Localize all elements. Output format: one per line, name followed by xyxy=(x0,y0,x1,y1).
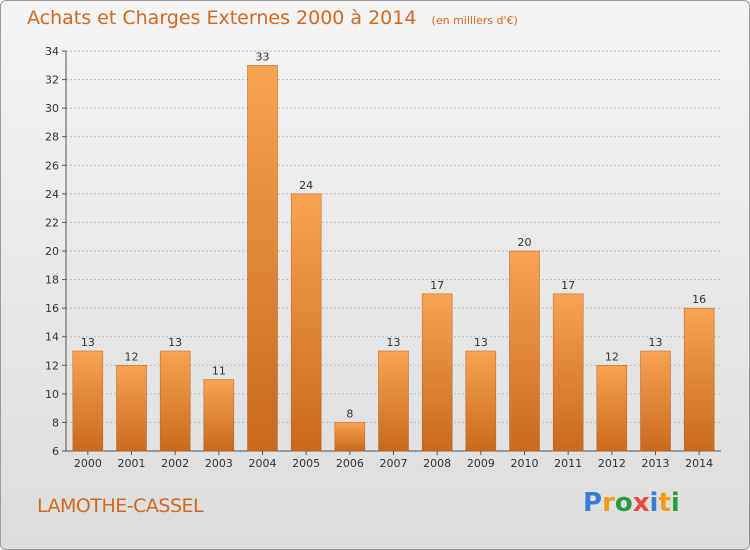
y-tick-label: 20 xyxy=(45,245,59,258)
data-label-2009: 13 xyxy=(474,336,488,349)
bar-2012 xyxy=(596,365,628,452)
bar-2006 xyxy=(334,422,366,452)
bar-2011 xyxy=(552,293,584,452)
logo-letter: P xyxy=(583,488,603,518)
x-tick-label-2000: 2000 xyxy=(74,457,102,470)
data-label-2000: 13 xyxy=(81,336,95,349)
logo-letter: o xyxy=(614,488,633,518)
y-tick-label: 18 xyxy=(45,274,59,287)
x-tick-label-2008: 2008 xyxy=(423,457,451,470)
bar-2008 xyxy=(421,293,453,452)
y-tick-label: 16 xyxy=(45,302,59,315)
x-tick-label-2009: 2009 xyxy=(467,457,495,470)
x-tick-labels: 2000 2001 2002 2003 2004 2005 2006 2007 2008 2009… xyxy=(74,457,713,470)
y-tick-label: 30 xyxy=(45,102,59,115)
chart-title: Achats et Charges Externes 2000 à 2014 xyxy=(27,7,417,29)
bar-2010 xyxy=(509,250,540,452)
bar-2014 xyxy=(683,307,715,452)
x-tick-label-2005: 2005 xyxy=(292,457,320,470)
y-tick-label: 6 xyxy=(52,445,59,458)
y-tick-label: 10 xyxy=(45,388,59,401)
x-tick-label-2007: 2007 xyxy=(380,457,408,470)
data-label-2014: 16 xyxy=(692,293,706,306)
logo-letter: i xyxy=(649,488,659,518)
logo-letter: i xyxy=(670,488,680,518)
y-tick-label: 8 xyxy=(52,416,59,429)
y-tick-label: 28 xyxy=(45,131,59,144)
proxiti-logo: Proxiti xyxy=(583,488,680,518)
chart-title-group: Achats et Charges Externes 2000 à 2014 (… xyxy=(27,7,518,29)
x-tick-label-2001: 2001 xyxy=(118,457,146,470)
logo-letter: r xyxy=(602,488,615,518)
y-tick-label: 22 xyxy=(45,216,59,229)
data-label-2010: 20 xyxy=(518,236,532,249)
y-tick-label: 26 xyxy=(45,159,59,172)
data-label-2007: 13 xyxy=(387,336,401,349)
bar-2003 xyxy=(203,379,235,452)
x-tick-label-2013: 2013 xyxy=(642,457,670,470)
y-tick-label: 34 xyxy=(45,45,59,58)
bar-2009 xyxy=(465,350,497,452)
y-tick-labels: 6 8 10 12 14 16 18 20 22 24 26 28 30 32 34 xyxy=(45,45,59,458)
logo-letter: t xyxy=(658,488,671,518)
bars xyxy=(72,65,715,452)
data-label-2012: 12 xyxy=(605,350,619,363)
data-label-2003: 11 xyxy=(212,365,226,378)
logo-letter: x xyxy=(632,488,650,518)
data-label-2002: 13 xyxy=(168,336,182,349)
data-label-2011: 17 xyxy=(561,279,575,292)
x-tick-label-2012: 2012 xyxy=(598,457,626,470)
x-tick-label-2014: 2014 xyxy=(685,457,713,470)
bar-2002 xyxy=(159,350,191,452)
bar-2013 xyxy=(640,350,671,452)
bar-2000 xyxy=(72,350,104,452)
bar-2001 xyxy=(116,365,147,452)
x-tick-label-2003: 2003 xyxy=(205,457,233,470)
data-labels: 13 12 13 11 33 24 8 13 17 13 20 17 12 13 16 xyxy=(81,50,706,420)
x-tick-label-2004: 2004 xyxy=(249,457,277,470)
y-tick-label: 12 xyxy=(45,359,59,372)
y-tick-label: 14 xyxy=(45,331,59,344)
bar-2004 xyxy=(247,65,278,452)
city-name: LAMOTHE-CASSEL xyxy=(37,495,204,517)
data-label-2004: 33 xyxy=(256,50,270,63)
x-tick-label-2011: 2011 xyxy=(554,457,582,470)
bar-2007 xyxy=(378,350,409,452)
data-label-2005: 24 xyxy=(299,179,313,192)
y-tick-label: 32 xyxy=(45,74,59,87)
data-label-2006: 8 xyxy=(346,407,353,420)
data-label-2008: 17 xyxy=(430,279,444,292)
y-tick-label: 24 xyxy=(45,188,59,201)
x-tick-label-2002: 2002 xyxy=(161,457,189,470)
chart-unit: (en milliers d'€) xyxy=(431,14,518,27)
data-label-2001: 12 xyxy=(125,350,139,363)
x-tick-label-2006: 2006 xyxy=(336,457,364,470)
bar-2005 xyxy=(290,193,322,452)
data-label-2013: 13 xyxy=(649,336,663,349)
x-tick-label-2010: 2010 xyxy=(511,457,539,470)
